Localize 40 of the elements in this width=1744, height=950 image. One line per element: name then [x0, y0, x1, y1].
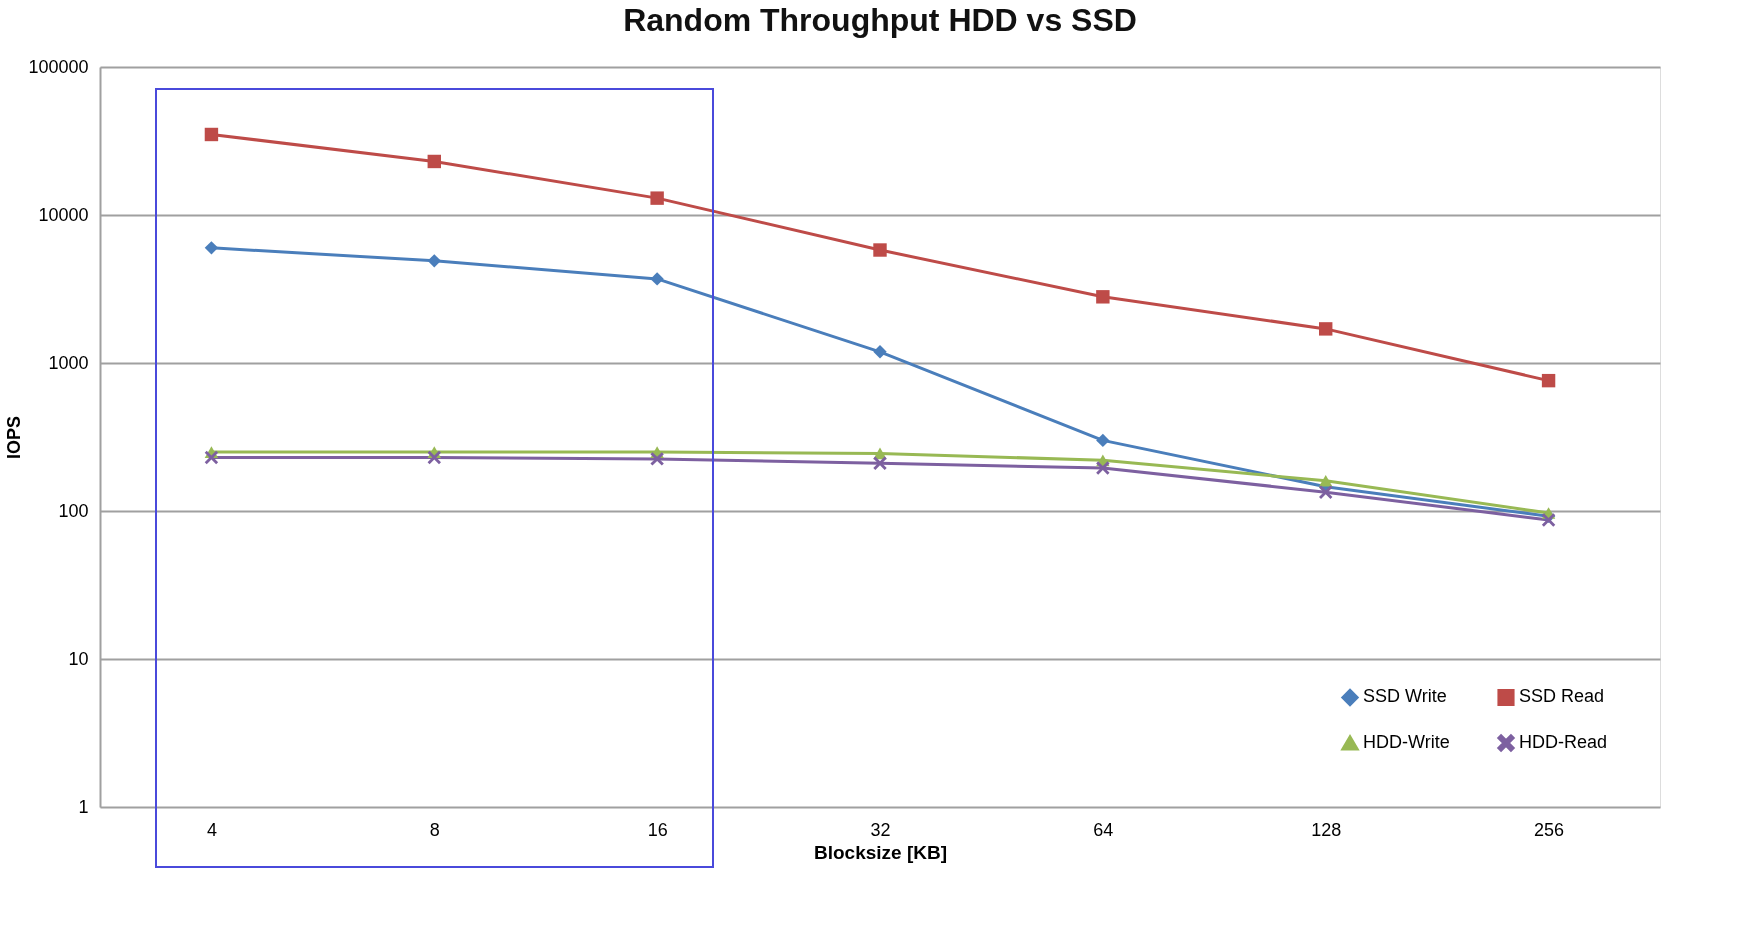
point: [1319, 485, 1333, 499]
point: [1096, 433, 1110, 448]
chart-title: Random Throughput HDD vs SSD: [623, 2, 1137, 38]
x-tick-label: 64: [1093, 819, 1114, 840]
point: [650, 272, 664, 286]
x-tick-label: 128: [1311, 819, 1342, 840]
x-tick-label: 4: [206, 819, 217, 840]
x-tick-label: 8: [429, 819, 440, 840]
point: [1319, 322, 1333, 336]
y-tick-label: 1000: [48, 352, 89, 373]
point: [427, 450, 441, 465]
y-tick-label: 10: [68, 648, 89, 669]
point: [873, 243, 887, 257]
y-tick-label: 10000: [38, 204, 89, 225]
point: [204, 127, 219, 142]
point: [1541, 373, 1556, 388]
point: [1541, 513, 1556, 527]
x-tick-label: 16: [647, 819, 668, 840]
x-axis-title: Blocksize [KB]: [813, 841, 948, 863]
point: [1096, 290, 1110, 304]
point: [427, 154, 441, 169]
point: [873, 345, 887, 359]
legend-label: HDD-Read: [1519, 732, 1608, 752]
point: [873, 456, 887, 471]
point: [650, 191, 664, 205]
point: [204, 450, 219, 465]
point: [1096, 461, 1110, 475]
y-tick-label: 100000: [28, 56, 89, 77]
legend-label: HDD-Write: [1363, 732, 1450, 752]
y-tick-label: 1: [78, 796, 89, 817]
x-tick-label: 256: [1534, 819, 1565, 840]
point: [427, 254, 441, 268]
point: [204, 241, 219, 255]
legend-label: SSD Read: [1519, 686, 1605, 707]
x-tick-label: 32: [870, 819, 891, 840]
y-tick-label: 100: [58, 500, 89, 521]
point: [1319, 474, 1333, 487]
legend-label: SSD Write: [1363, 686, 1447, 707]
y-axis-title: IOPS: [4, 415, 25, 460]
point: [650, 452, 664, 466]
